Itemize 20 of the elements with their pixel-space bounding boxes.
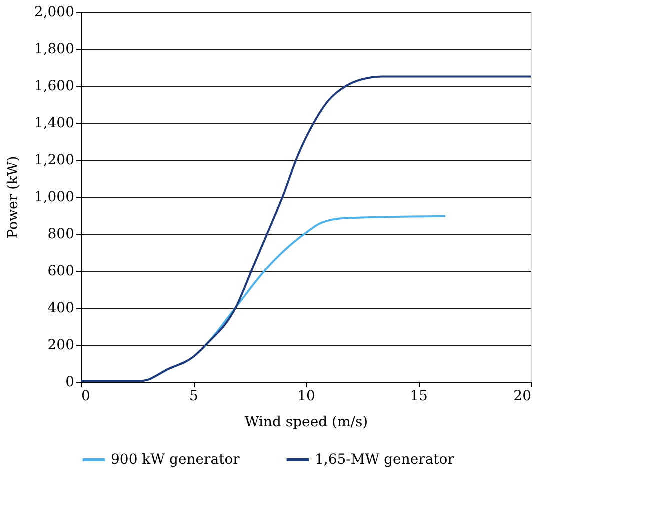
y-tick-label: 1,400 — [34, 116, 74, 132]
legend-label: 900 kW generator — [111, 452, 240, 468]
x-tick-label: 0 — [82, 388, 90, 404]
x-tick-label: 20 — [514, 388, 532, 404]
y-tick-label: 600 — [48, 264, 74, 280]
legend-label: 1,65-MW generator — [315, 452, 455, 468]
y-tick-label: 0 — [66, 374, 74, 390]
y-tick-label: 400 — [48, 300, 74, 316]
x-tick-label: 10 — [298, 388, 316, 404]
y-tick-label: 1,800 — [34, 42, 74, 58]
y-tick-label: 1,000 — [34, 190, 74, 206]
y-tick-label: 2,000 — [34, 4, 74, 20]
x-axis-title: Wind speed (m/s) — [244, 414, 368, 430]
y-tick-label: 200 — [48, 338, 74, 354]
y-tick-label: 1,600 — [34, 78, 74, 94]
y-tick-label: 1,200 — [34, 152, 74, 168]
y-tick-label: 800 — [48, 226, 74, 242]
y-axis-title: Power (kW) — [5, 156, 22, 239]
x-tick-label: 5 — [190, 388, 198, 404]
x-tick-label: 15 — [410, 388, 428, 404]
